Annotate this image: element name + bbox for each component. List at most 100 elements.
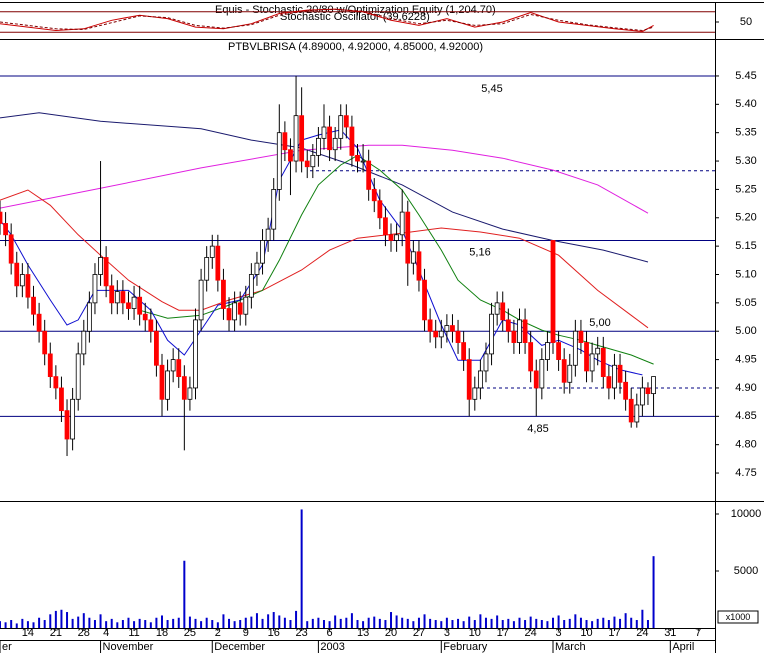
y-tick-label: 10000 <box>731 508 762 520</box>
x-tick-label: 31 <box>664 627 676 639</box>
candle-body <box>254 262 260 275</box>
candle-body <box>617 364 623 383</box>
volume-bar <box>4 622 7 628</box>
candle-body <box>271 189 277 230</box>
volume-bar <box>99 614 102 628</box>
x-tick-label: 3 <box>556 627 562 639</box>
candle-body <box>338 115 344 139</box>
oscillator-line <box>0 8 654 32</box>
candle-body <box>438 330 444 338</box>
candle-body <box>561 359 567 383</box>
candle-body <box>0 211 3 224</box>
volume-bar <box>423 614 426 628</box>
volume-bar <box>188 616 191 628</box>
candle-body <box>98 257 103 275</box>
x-tick-label: 11 <box>128 627 139 639</box>
x-tick-label: 20 <box>385 627 397 639</box>
candle-body <box>343 115 349 128</box>
candle-body <box>170 359 176 372</box>
candle-body <box>154 330 159 366</box>
volume-bar <box>289 620 292 628</box>
y-tick-label: 4.75 <box>735 467 756 479</box>
candle-body <box>193 319 198 389</box>
candle-body <box>327 126 332 151</box>
candle-body <box>517 319 522 343</box>
moving-average <box>139 154 654 365</box>
volume-bar <box>239 620 242 628</box>
candle-body <box>276 132 282 190</box>
volume-bar <box>177 617 180 628</box>
x-tick-label: 10 <box>580 627 592 639</box>
candle-body <box>209 245 215 258</box>
candle-body <box>226 308 232 321</box>
candle-body <box>70 398 76 440</box>
candle-body <box>466 359 472 400</box>
candle-body <box>628 398 634 423</box>
volume-bar <box>200 621 203 628</box>
volume-bar <box>339 618 342 628</box>
volume-bar <box>10 620 13 628</box>
volume-bar <box>373 616 376 628</box>
candle-body <box>243 296 249 315</box>
volume-bar <box>574 614 577 628</box>
candle-body <box>19 274 25 287</box>
candle-body <box>332 137 338 151</box>
y-tick-label: 5.00 <box>735 325 756 337</box>
month-label: February <box>443 641 488 653</box>
x-tick-label: 18 <box>156 627 168 639</box>
volume-bar <box>26 621 29 628</box>
volume-bar <box>82 613 85 628</box>
volume-bar <box>205 617 208 628</box>
volume-bar <box>429 618 432 628</box>
volume-bar <box>417 617 420 628</box>
candle-body <box>248 274 254 298</box>
volume-bar <box>613 616 616 628</box>
unit-label: x1000 <box>726 612 751 622</box>
candle-body <box>36 313 42 332</box>
y-tick-label: 4.80 <box>735 439 756 451</box>
candle-body <box>265 228 271 241</box>
candle-body <box>511 330 517 343</box>
volume-bar <box>462 621 465 628</box>
candle-body <box>377 200 383 219</box>
candle-body <box>528 342 534 372</box>
volume-bar <box>540 620 543 628</box>
volume-bar <box>60 609 63 628</box>
volume-bar <box>261 618 264 628</box>
candle-body <box>410 251 416 264</box>
volume-bar <box>557 615 560 628</box>
volume-bar <box>322 620 325 628</box>
candle-body <box>433 330 439 338</box>
candle-body <box>81 330 87 355</box>
candle-body <box>215 245 221 281</box>
candle-body <box>567 364 573 383</box>
volume-bar <box>512 621 515 628</box>
volume-bar <box>328 621 331 628</box>
month-label: April <box>672 641 694 653</box>
volume-bar <box>138 618 141 628</box>
volume-bar <box>49 614 52 628</box>
candle-body <box>422 279 427 321</box>
candle-body <box>589 353 595 372</box>
candle-body <box>522 319 528 343</box>
x-tick-label: 21 <box>50 627 62 639</box>
candle-body <box>92 274 98 304</box>
price-line-label: 5,16 <box>469 246 490 258</box>
volume-bar <box>479 614 482 628</box>
candle-body <box>584 342 589 372</box>
volume-bar <box>518 617 521 628</box>
candle-body <box>204 257 210 281</box>
x-tick-label: 9 <box>243 627 249 639</box>
volume-bar <box>233 621 236 628</box>
volume-bar <box>568 618 571 628</box>
y-tick-label: 5.15 <box>735 240 756 252</box>
volume-bar <box>15 623 18 628</box>
indicator-subtitle: Stochastic Oscillator (39.6228) <box>280 11 430 23</box>
volume-bar <box>32 622 35 628</box>
volume-bar <box>406 618 409 628</box>
volume-bar <box>228 618 231 628</box>
x-tick-label: 24 <box>525 627 537 639</box>
price-line-label: 5,00 <box>589 317 610 329</box>
volume-bar <box>267 614 270 628</box>
